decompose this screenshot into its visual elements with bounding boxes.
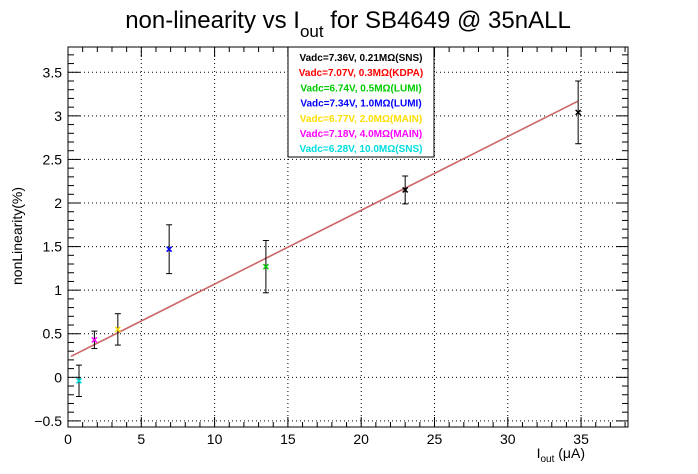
x-tick-label: 0 [64,431,72,447]
y-tick-label: −0.5 [34,413,62,429]
fit-line [70,100,579,358]
chart-title-sub: out [300,22,324,41]
data-point-mark [402,186,409,193]
y-tick-label: 3 [54,108,62,124]
legend-box [287,46,435,158]
y-tick-label: 2.5 [43,151,63,167]
y-tick-label: 0.5 [43,326,63,342]
x-axis-label-sub: out [540,454,554,465]
data-point-mark [75,377,83,384]
data-point-mark [166,246,173,253]
x-axis-label-rest: (μA) [554,445,585,461]
y-tick-label: 3.5 [43,64,63,80]
legend-entry: Vadc=6.74V, 0.5MΩ(LUMI) [300,83,421,94]
fit-line-group [70,100,579,358]
data-points [75,80,582,397]
y-tick-label: 0 [54,369,62,385]
legend-entry: Vadc=7.34V, 1.0MΩ(LUMI) [300,99,421,110]
data-point-mark [91,336,98,343]
x-tick-label: 5 [137,431,145,447]
legend-entry: Vadc=6.77V, 2.0MΩ(MAIN) [300,114,422,125]
data-point-mark [575,109,582,116]
x-tick-label: 10 [207,431,223,447]
legend-entry: Vadc=7.18V, 4.0MΩ(MAIN) [300,129,422,140]
legend-entry: Vadc=7.07V, 0.3MΩ(KDPA) [299,68,423,79]
legend-entry: Vadc=7.36V, 0.21MΩ(SNS) [300,53,423,64]
legend: Vadc=7.36V, 0.21MΩ(SNS) Vadc=7.07V, 0.3MΩ… [287,46,435,158]
x-tick-label: 20 [353,431,369,447]
y-tick-label: 1.5 [43,239,63,255]
x-tick-label: 15 [280,431,296,447]
data-point-mark [114,326,121,333]
y-tick-label: 2 [54,195,62,211]
data-point-mark [262,263,269,270]
y-tick-label: 1 [54,282,62,298]
x-axis-label-main: I [537,445,541,461]
axis-ticks: 0 5 10 15 20 25 30 35−0.500.511.522.533.5 [34,47,628,447]
y-axis-label: nonLinearity(%) [9,187,25,285]
x-axis-label: Iout (μA) [537,445,585,465]
chart-title-main: non-linearity vs I [125,7,300,34]
chart-title-rest: for SB4649 @ 35nALL [324,7,571,34]
legend-entry: Vadc=6.28V, 10.0MΩ(SNS) [300,144,423,155]
x-tick-label: 35 [573,431,589,447]
x-tick-label: 30 [500,431,516,447]
chart-title: non-linearity vs Iout for SB4649 @ 35nAL… [125,7,571,41]
x-tick-label: 25 [427,431,443,447]
